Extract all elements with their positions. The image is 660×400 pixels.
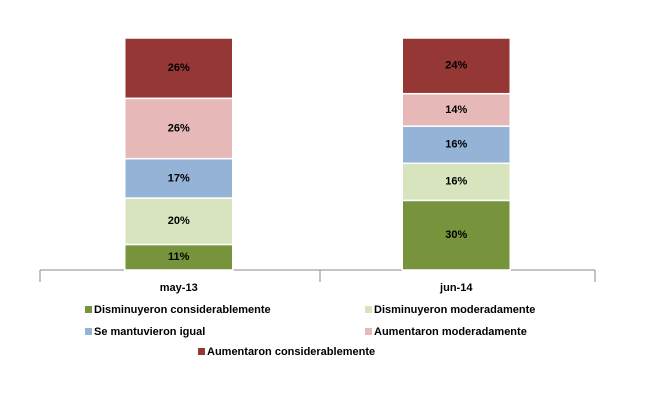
x-tick-label: may-13 <box>160 282 198 294</box>
legend-swatch <box>365 328 372 335</box>
bar-segment <box>124 197 234 246</box>
data-label: 20% <box>168 215 190 227</box>
legend-label: Disminuyeron moderadamente <box>374 304 535 316</box>
legend-swatch <box>198 348 205 355</box>
legend-label: Disminuyeron considerablemente <box>94 304 271 316</box>
x-tick-label: jun-14 <box>439 282 473 294</box>
bar-segment <box>401 199 511 271</box>
data-label: 26% <box>168 62 190 74</box>
data-label: 14% <box>445 104 467 116</box>
data-label: 30% <box>445 229 467 241</box>
data-label: 16% <box>445 176 467 188</box>
legend-swatch <box>365 306 372 313</box>
data-label: 26% <box>168 122 190 134</box>
bar-segment <box>401 162 511 202</box>
legend-swatch <box>85 306 92 313</box>
data-label: 24% <box>445 60 467 72</box>
legend-swatch <box>85 328 92 335</box>
bar-segment <box>124 243 234 271</box>
legend-label: Aumentaron considerablemente <box>207 346 375 358</box>
bar-segment <box>401 37 511 95</box>
bar-segment <box>124 37 234 100</box>
data-label: 11% <box>168 251 190 263</box>
data-label: 16% <box>445 139 467 151</box>
legend-label: Aumentaron moderadamente <box>374 326 527 338</box>
bar-segment <box>401 125 511 165</box>
bar-segment <box>124 97 234 160</box>
bar-segment <box>401 92 511 127</box>
data-label: 17% <box>168 172 190 184</box>
legend-label: Se mantuvieron igual <box>94 326 205 338</box>
